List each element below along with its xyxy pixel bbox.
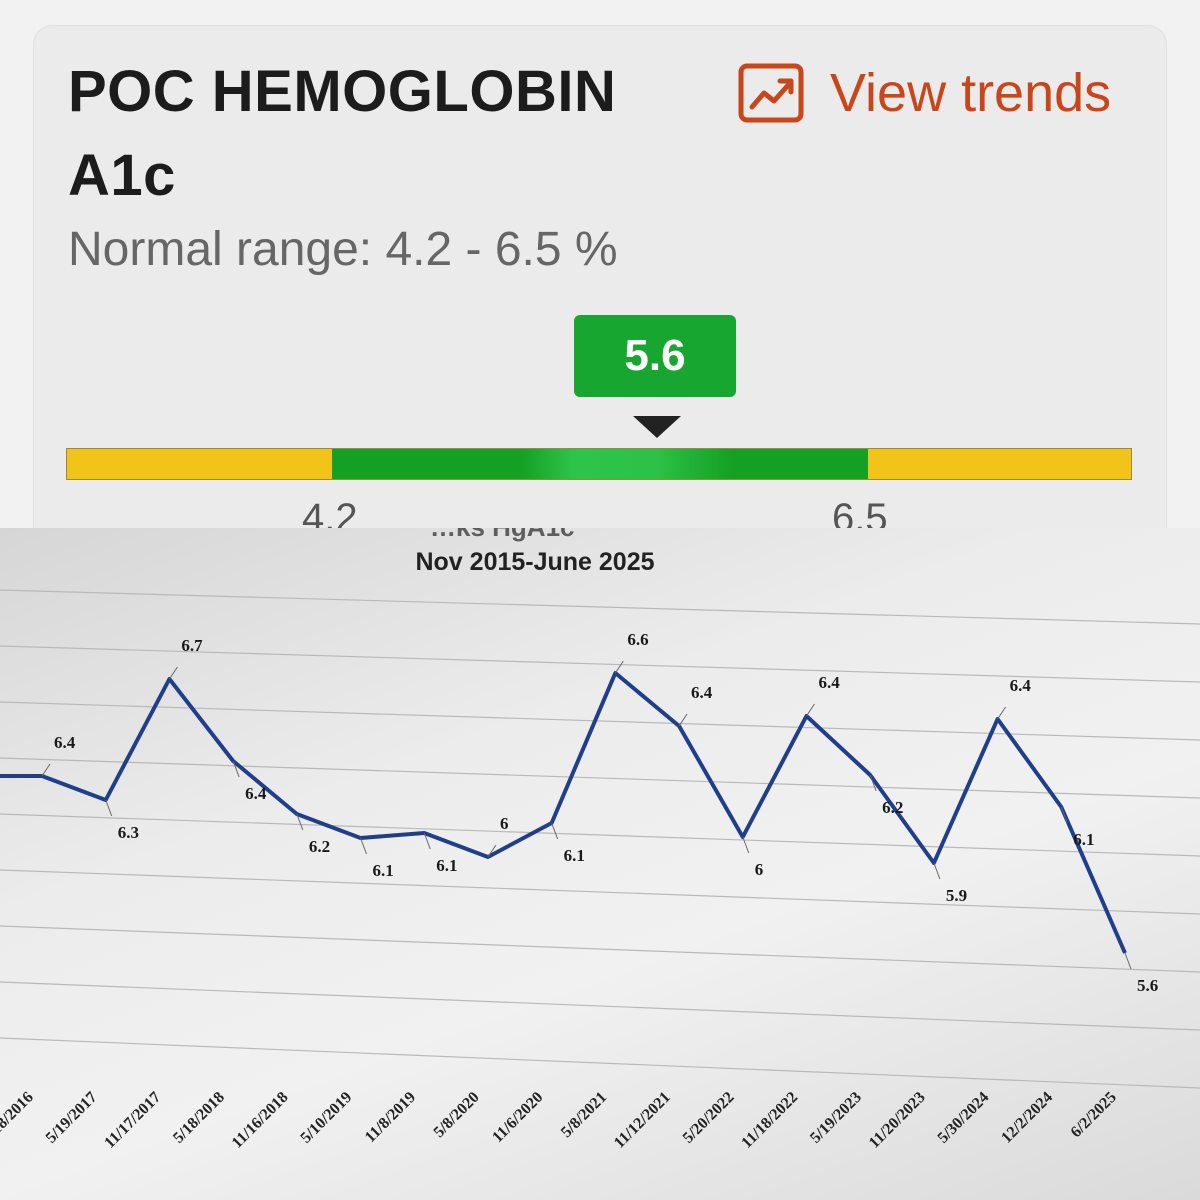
data-label: 6.4 xyxy=(1010,676,1032,695)
x-tick-label: 11/20/2023 xyxy=(866,1089,929,1152)
data-label-leader xyxy=(1124,952,1132,970)
current-value-badge: 5.6 xyxy=(574,315,736,397)
data-label: 6.2 xyxy=(309,837,330,856)
data-label-leader xyxy=(997,706,1007,720)
data-label: 5.6 xyxy=(1137,976,1158,995)
data-label: 6.4 xyxy=(245,784,267,803)
test-title: POC HEMOGLOBIN A1c xyxy=(68,59,617,208)
gridline xyxy=(0,981,1200,1031)
data-label-leader xyxy=(742,836,750,854)
data-label: 6.3 xyxy=(118,823,139,842)
data-label: 6.4 xyxy=(691,683,713,702)
data-label-leader xyxy=(869,774,877,792)
data-label-leader xyxy=(41,763,51,777)
data-label-leader xyxy=(168,666,178,680)
gridline xyxy=(0,757,1200,799)
result-card xyxy=(34,26,1166,528)
data-label-leader xyxy=(614,660,624,674)
range-bar xyxy=(66,448,1132,480)
value-pointer xyxy=(633,416,682,438)
series-line xyxy=(0,671,1127,954)
data-label: 6.7 xyxy=(181,636,203,655)
data-label-leader xyxy=(423,832,431,850)
view-trends-link[interactable]: View trends xyxy=(738,58,1111,128)
data-label-leader xyxy=(1060,806,1068,824)
x-tick-label: 5/8/2020 xyxy=(431,1089,483,1141)
chart-title: Nov 2015-June 2025 xyxy=(415,548,655,576)
x-tick-label: 5/30/2024 xyxy=(935,1089,993,1147)
chart-title-partial: …ks HgA1c xyxy=(430,528,575,543)
gridline xyxy=(0,701,1200,741)
x-tick-label: 5/19/2023 xyxy=(807,1089,865,1147)
range-high-label: 6.5 xyxy=(832,496,888,528)
x-tick-label: 5/10/2019 xyxy=(297,1089,355,1147)
chart-trend-icon xyxy=(738,63,804,123)
data-label-leader xyxy=(360,837,367,855)
a1c-line-chart: 6.4 6.3 6.7 6.4 6.2 6.1 6.1 6 6.1 6.6 6.4 6 6.4 6.2 5.… xyxy=(0,589,1200,1152)
gridline xyxy=(0,645,1200,683)
x-tick-label: 11/8/2019 xyxy=(362,1089,419,1146)
x-tick-label: 11/6/2020 xyxy=(489,1089,546,1146)
trend-chart-photo: …ks HgA1c Nov 2015-June 2025 6.46.36.76.… xyxy=(0,528,1200,1200)
data-label-leader xyxy=(232,760,240,778)
data-label: 6.1 xyxy=(373,861,394,880)
data-label: 6 xyxy=(755,860,764,879)
normal-range-text: Normal range: 4.2 - 6.5 % xyxy=(68,223,618,276)
range-bar-normal-segment xyxy=(332,449,868,479)
gridline xyxy=(0,869,1200,915)
data-label-leader xyxy=(678,713,688,727)
gridline xyxy=(0,1037,1200,1089)
data-label: 6.4 xyxy=(818,673,840,692)
data-label-leader xyxy=(933,862,941,880)
data-label-leader xyxy=(806,703,815,717)
x-tick-label: 11/16/2018 xyxy=(229,1089,292,1152)
gridline xyxy=(0,925,1200,973)
range-low-label: 4.2 xyxy=(302,496,358,528)
x-tick-label: 5/18/2018 xyxy=(170,1089,228,1147)
data-label-leader xyxy=(487,844,497,858)
x-tick-label: 5/19/2017 xyxy=(43,1089,101,1147)
data-label-leader xyxy=(105,799,113,817)
data-label: 6.1 xyxy=(1073,830,1094,849)
view-trends-label: View trends xyxy=(830,63,1112,123)
data-label: 5.9 xyxy=(946,886,967,905)
data-label-leader xyxy=(551,822,559,840)
gridline xyxy=(0,589,1200,625)
x-tick-label: 11/18/2022 xyxy=(738,1089,801,1152)
data-label: 6.1 xyxy=(564,846,585,865)
gridline xyxy=(0,813,1200,857)
data-label-leader xyxy=(296,813,304,831)
data-label: 6 xyxy=(500,814,509,833)
x-tick-label: 11/12/2021 xyxy=(611,1089,674,1152)
data-label: 6.1 xyxy=(436,856,457,875)
a1c-result-panel: POC HEMOGLOBIN A1c View trends Normal ra… xyxy=(0,0,1200,528)
data-label: 6.2 xyxy=(882,798,903,817)
data-label: 6.6 xyxy=(627,630,648,649)
data-label: 6.4 xyxy=(54,733,76,752)
x-tick-label: 12/2/2024 xyxy=(998,1089,1056,1147)
x-tick-label: 11/17/2017 xyxy=(101,1089,164,1152)
x-tick-label: 6/2/2025 xyxy=(1068,1089,1120,1141)
x-tick-label: 5/8/2021 xyxy=(558,1089,610,1141)
x-tick-label: 5/20/2022 xyxy=(680,1089,738,1147)
x-tick-label: 18/2016 xyxy=(0,1089,37,1138)
